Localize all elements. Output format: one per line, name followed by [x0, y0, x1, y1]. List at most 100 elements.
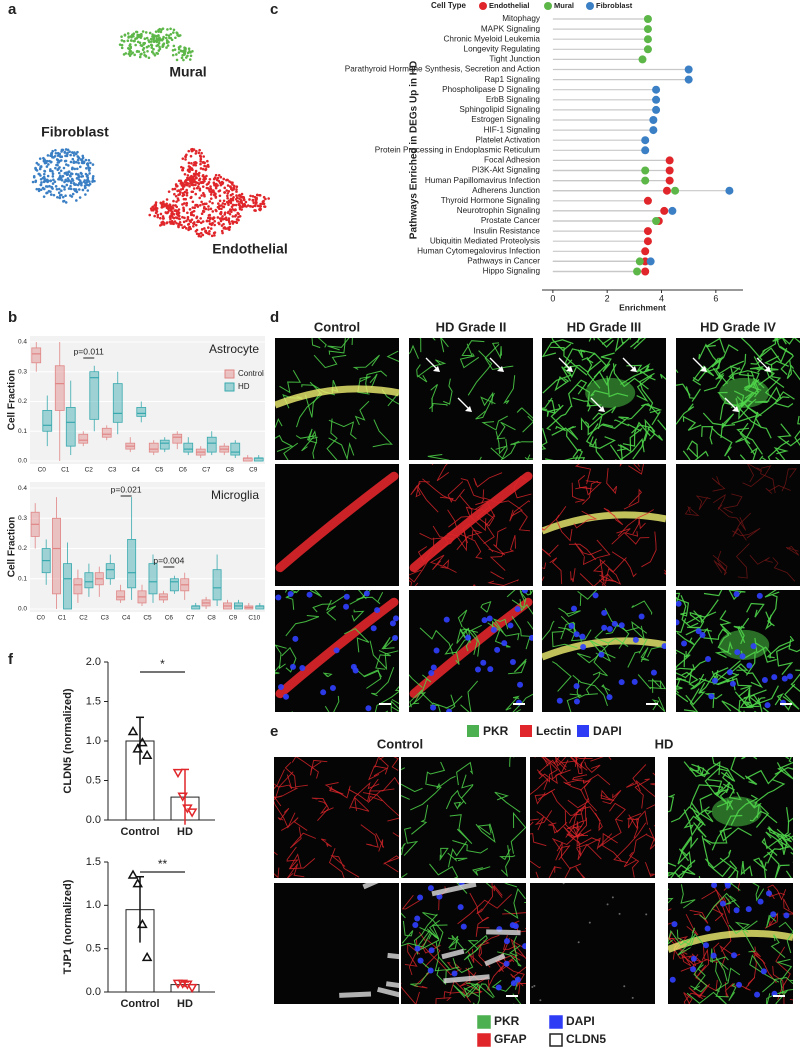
umap-dot — [45, 191, 48, 195]
umap-dot — [182, 58, 185, 62]
stain — [457, 893, 512, 925]
stain — [730, 757, 745, 780]
umap-dot — [229, 197, 233, 201]
umap-dot — [182, 220, 186, 224]
legend-label: Mural — [554, 1, 574, 10]
stain — [683, 688, 700, 712]
umap-dot — [194, 152, 198, 155]
stain — [589, 640, 612, 663]
data-point — [141, 749, 153, 759]
stain — [530, 833, 547, 847]
stain — [628, 464, 644, 475]
x-tick-label: HD — [177, 998, 193, 1010]
stain — [551, 631, 578, 649]
stain — [719, 610, 732, 635]
nucleus — [277, 683, 284, 690]
stain — [606, 903, 609, 906]
stain — [447, 934, 467, 951]
arrow-head — [700, 366, 707, 372]
umap-dot — [89, 161, 92, 165]
nucleus — [414, 945, 421, 952]
nucleus — [428, 947, 435, 954]
umap-dot — [86, 163, 90, 166]
umap-dot — [61, 195, 65, 199]
stain — [476, 506, 495, 527]
stain — [626, 362, 651, 373]
stain — [676, 618, 687, 633]
umap-dot — [172, 28, 176, 32]
stain — [409, 692, 427, 708]
stain — [689, 784, 724, 808]
stain — [588, 921, 591, 924]
umap-dot — [251, 194, 255, 198]
x-tick-label: C3 — [108, 467, 117, 474]
umap-dot — [64, 163, 68, 166]
stain — [736, 427, 763, 455]
legend-swatch — [577, 725, 589, 737]
umap-dot — [217, 202, 220, 205]
stain — [644, 426, 663, 442]
umap-dot — [88, 169, 91, 172]
umap-dot — [46, 179, 50, 182]
umap-dot — [215, 182, 218, 186]
stain — [494, 791, 521, 813]
stain — [511, 510, 531, 532]
umap-dot — [208, 213, 212, 217]
umap-dot — [122, 53, 126, 56]
stain — [440, 559, 457, 573]
umap-dot — [198, 148, 201, 152]
box — [206, 436, 217, 453]
pathway-label: Focal Adhesion — [484, 156, 540, 165]
stain — [580, 414, 603, 431]
cluster-label: Fibroblast — [41, 124, 109, 140]
umap-dot — [216, 216, 220, 219]
pathway-label: Prostate Cancer — [481, 216, 540, 225]
stain — [715, 905, 732, 952]
umap-dot — [156, 215, 160, 219]
lollipop-dot — [725, 186, 734, 195]
umap-dot — [78, 165, 82, 169]
stain — [601, 338, 625, 345]
pathway-label: Estrogen Signaling — [471, 115, 540, 124]
nucleus — [579, 633, 586, 640]
stain — [362, 883, 379, 890]
nucleus — [480, 659, 487, 666]
umap-dot — [223, 191, 227, 194]
stain — [449, 979, 483, 996]
umap-dot — [205, 219, 209, 223]
umap-dot — [175, 53, 178, 56]
umap-dot — [191, 200, 195, 204]
umap-dot — [60, 150, 63, 153]
stain — [777, 761, 793, 780]
nucleus — [512, 923, 519, 930]
umap-dot — [156, 213, 160, 217]
pathway-label: Protein Processing in Endoplasmic Reticu… — [375, 145, 540, 154]
stain — [768, 826, 792, 842]
umap-dot — [208, 219, 211, 223]
umap-dot — [232, 186, 236, 190]
stain — [770, 934, 786, 958]
stain — [778, 979, 793, 994]
image — [409, 338, 533, 460]
x-tick-label: C10 — [248, 615, 260, 622]
nucleus — [389, 620, 396, 627]
umap-dot — [166, 211, 169, 215]
lollipop-dot — [662, 186, 671, 195]
umap-dot — [162, 42, 166, 46]
umap-dot — [217, 173, 221, 177]
nucleus — [754, 991, 761, 998]
umap-dot — [235, 218, 239, 221]
stain — [626, 764, 647, 788]
lollipop-dot — [668, 206, 677, 215]
image-frame — [409, 338, 533, 460]
stain — [452, 840, 489, 854]
stain — [774, 692, 792, 711]
box — [212, 569, 222, 601]
lollipop-dot — [671, 186, 680, 195]
umap-dot — [73, 167, 77, 171]
stain — [577, 349, 595, 359]
stain — [277, 807, 290, 821]
stain — [713, 788, 729, 804]
umap-dot — [226, 184, 230, 187]
stain — [286, 863, 305, 878]
